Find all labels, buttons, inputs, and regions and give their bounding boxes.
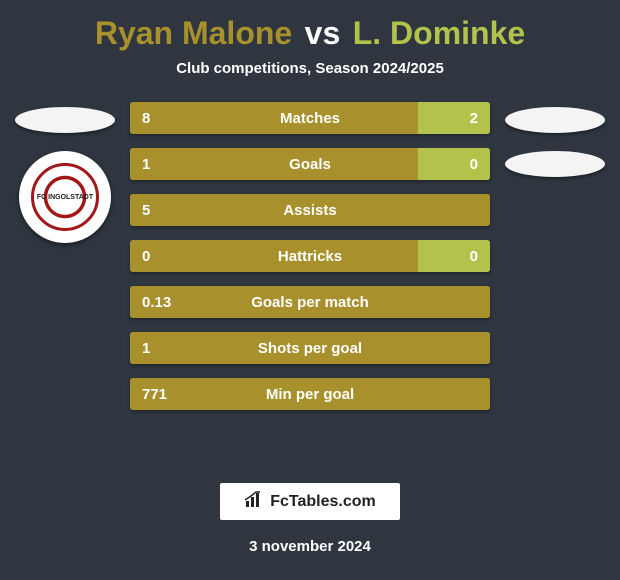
stat-label: Goals: [289, 156, 331, 173]
stat-row: 0 0 Hattricks: [130, 240, 490, 272]
right-side: [500, 102, 610, 471]
stat-row: 5 Assists: [130, 194, 490, 226]
stat-value-left: 0.13: [142, 294, 171, 311]
stat-row: 1 Shots per goal: [130, 332, 490, 364]
brand-box[interactable]: FcTables.com: [220, 483, 400, 520]
footer: FcTables.com 3 november 2024: [10, 483, 610, 570]
right-oval-badge-1: [505, 107, 605, 133]
subtitle: Club competitions, Season 2024/2025: [10, 60, 610, 77]
bar-right: [418, 240, 490, 272]
bar-right: [418, 148, 490, 180]
left-side: FC INGOLSTADT: [10, 102, 120, 471]
vs-text: vs: [305, 15, 341, 51]
comparison-card: Ryan Malone vs L. Dominke Club competiti…: [0, 0, 620, 580]
bar-right: [418, 102, 490, 134]
stat-value-left: 5: [142, 202, 150, 219]
chart-icon: [244, 491, 264, 512]
bar-left: [130, 240, 418, 272]
left-oval-badge: [15, 107, 115, 133]
stat-label: Shots per goal: [258, 340, 362, 357]
brand-text: FcTables.com: [270, 493, 376, 511]
stat-row: 0.13 Goals per match: [130, 286, 490, 318]
stat-label: Goals per match: [251, 294, 369, 311]
stat-row: 8 2 Matches: [130, 102, 490, 134]
stat-row: 1 0 Goals: [130, 148, 490, 180]
stat-value-left: 8: [142, 110, 150, 127]
stat-label: Assists: [283, 202, 336, 219]
stat-value-left: 0: [142, 248, 150, 265]
club-badge: FC INGOLSTADT: [19, 151, 111, 243]
date-text: 3 november 2024: [249, 538, 371, 555]
bar-left: [130, 148, 418, 180]
stat-label: Hattricks: [278, 248, 342, 265]
player2-name: L. Dominke: [353, 15, 525, 51]
player1-name: Ryan Malone: [95, 15, 292, 51]
stat-value-right: 0: [470, 156, 478, 173]
stat-bars: 8 2 Matches 1 0 Goals 5 Assists 0 0 Hattricks 0.13 G…: [130, 102, 490, 471]
stat-value-right: 2: [470, 110, 478, 127]
bar-left: [130, 102, 418, 134]
stat-value-left: 1: [142, 340, 150, 357]
stat-label: Min per goal: [266, 386, 354, 403]
stat-value-right: 0: [470, 248, 478, 265]
title-row: Ryan Malone vs L. Dominke: [10, 15, 610, 52]
content-row: FC INGOLSTADT 82Matches10Goals5Assists00…: [10, 102, 610, 471]
stat-row: 771 Min per goal: [130, 378, 490, 410]
stat-value-left: 771: [142, 386, 167, 403]
stat-value-left: 1: [142, 156, 150, 173]
stat-label: Matches: [280, 110, 340, 127]
club-badge-text: FC INGOLSTADT: [37, 194, 93, 201]
right-oval-badge-2: [505, 151, 605, 177]
club-badge-inner: FC INGOLSTADT: [31, 163, 99, 231]
